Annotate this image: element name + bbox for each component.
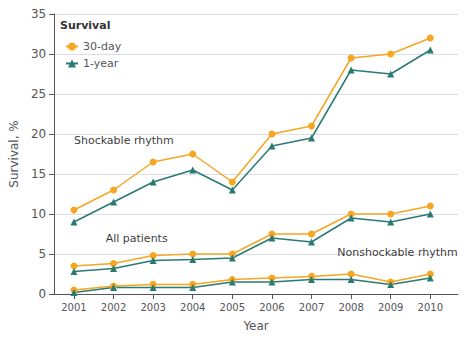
svg-text:Survival: Survival <box>60 19 110 32</box>
svg-text:2001: 2001 <box>61 302 86 313</box>
svg-text:2002: 2002 <box>101 302 126 313</box>
svg-text:2007: 2007 <box>299 302 324 313</box>
svg-text:2005: 2005 <box>220 302 245 313</box>
svg-text:Year: Year <box>242 319 268 333</box>
svg-text:2004: 2004 <box>180 302 205 313</box>
svg-text:Nonshockable rhythm: Nonshockable rhythm <box>337 246 457 259</box>
svg-text:Shockable rhythm: Shockable rhythm <box>74 134 174 147</box>
svg-text:2010: 2010 <box>418 302 443 313</box>
svg-text:2003: 2003 <box>140 302 165 313</box>
svg-text:30: 30 <box>31 47 46 61</box>
svg-text:Survival, %: Survival, % <box>7 120 21 187</box>
svg-text:15: 15 <box>31 167 46 181</box>
svg-text:0: 0 <box>39 287 47 301</box>
svg-text:10: 10 <box>31 207 46 221</box>
svg-text:25: 25 <box>31 87 46 101</box>
svg-text:20: 20 <box>31 127 46 141</box>
svg-text:1-year: 1-year <box>83 57 119 70</box>
svg-text:2006: 2006 <box>259 302 284 313</box>
svg-text:2009: 2009 <box>378 302 403 313</box>
svg-text:30-day: 30-day <box>83 40 122 53</box>
svg-text:2008: 2008 <box>338 302 363 313</box>
svg-text:All patients: All patients <box>106 232 168 245</box>
svg-text:5: 5 <box>39 247 47 261</box>
svg-text:35: 35 <box>31 7 46 21</box>
